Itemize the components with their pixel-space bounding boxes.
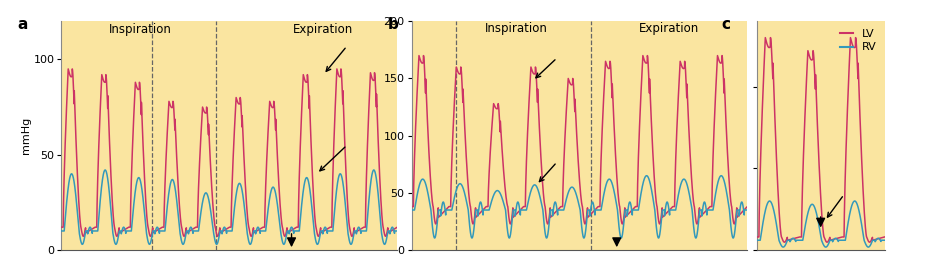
Text: Inspiration: Inspiration bbox=[109, 23, 172, 36]
Text: Inspiration: Inspiration bbox=[484, 22, 548, 35]
Text: Expiration: Expiration bbox=[639, 22, 699, 35]
Y-axis label: mmHg: mmHg bbox=[21, 117, 31, 154]
Text: b: b bbox=[388, 17, 399, 32]
Text: a: a bbox=[18, 17, 28, 32]
Text: c: c bbox=[721, 17, 730, 32]
Text: Expiration: Expiration bbox=[293, 23, 354, 36]
Legend: LV, RV: LV, RV bbox=[837, 27, 879, 55]
